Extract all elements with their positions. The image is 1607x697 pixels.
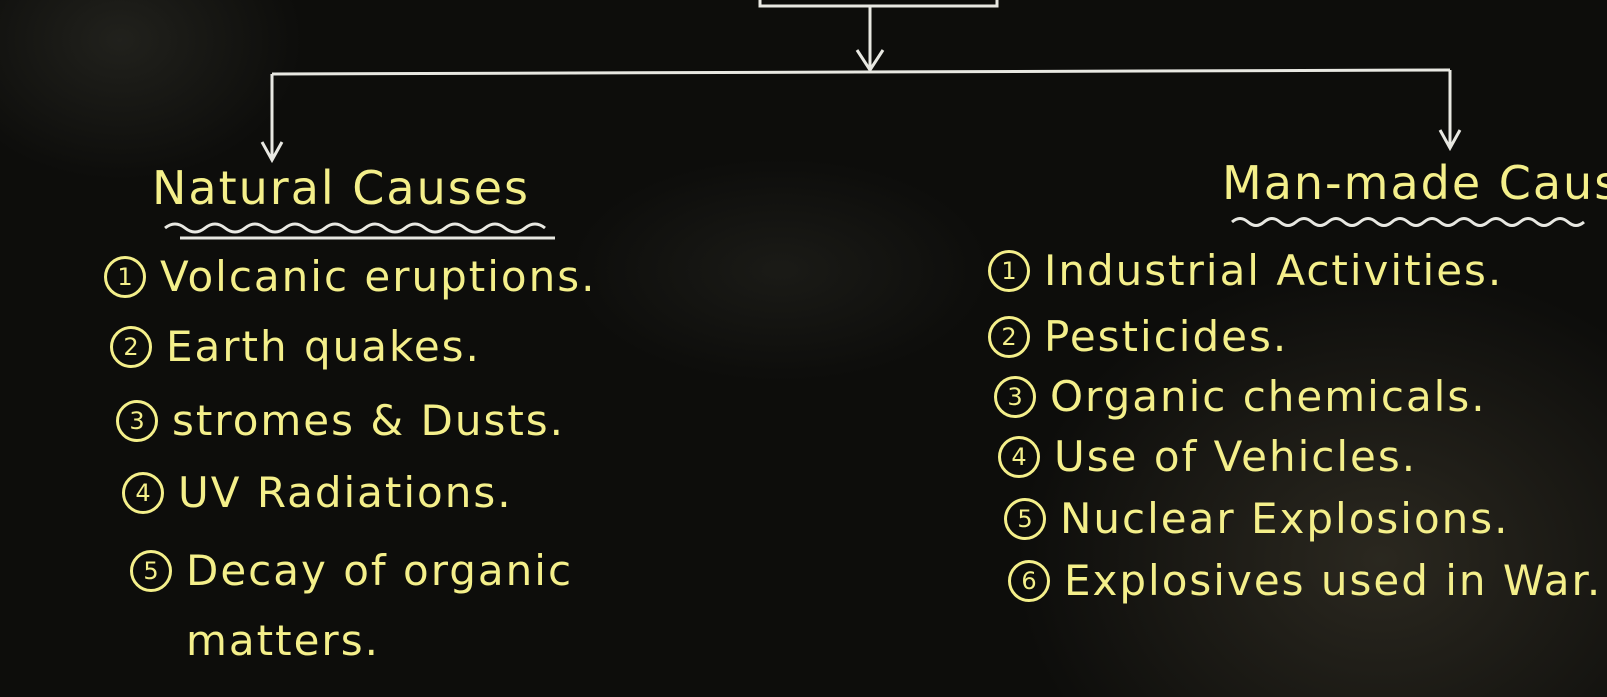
item-number-badge: 2 <box>110 326 152 368</box>
item-number-badge: 5 <box>1004 498 1046 540</box>
item-number-badge: 4 <box>122 472 164 514</box>
item-number-badge: 2 <box>988 316 1030 358</box>
natural-arrowhead <box>260 141 284 164</box>
item-text: Pesticides. <box>1044 312 1289 361</box>
item-text: Volcanic eruptions. <box>160 252 597 301</box>
item-text: UV Radiations. <box>178 468 513 517</box>
list-item: 1 Volcanic eruptions. <box>104 252 640 302</box>
item-number-badge: 6 <box>1008 560 1050 602</box>
list-item: 5 Decay of organic matters. <box>130 546 606 676</box>
list-item: 4 UV Radiations. <box>122 468 658 518</box>
item-text: Decay of organic matters. <box>186 546 574 665</box>
natural-causes-heading: Natural Causes <box>152 161 530 215</box>
item-text: Earth quakes. <box>166 322 481 371</box>
parent-arrowhead <box>855 49 885 73</box>
manmade-causes-heading: Man-made Cause <box>1222 156 1607 210</box>
list-item: 2 Earth quakes. <box>110 322 646 372</box>
branch-line <box>271 68 1451 76</box>
list-item: 3 Organic chemicals. <box>994 372 1607 422</box>
list-item: 4 Use of Vehicles. <box>998 432 1607 482</box>
item-number-badge: 1 <box>988 250 1030 292</box>
item-number-badge: 4 <box>998 436 1040 478</box>
manmade-arrowhead <box>1438 129 1462 152</box>
list-item: 5 Nuclear Explosions. <box>1004 494 1607 544</box>
item-text: Organic chemicals. <box>1050 372 1487 421</box>
item-text: Explosives used in War. <box>1064 556 1603 605</box>
list-item: 2 Pesticides. <box>988 312 1604 362</box>
manmade-heading-underline <box>1231 217 1585 227</box>
item-number-badge: 3 <box>116 400 158 442</box>
item-text: Nuclear Explosions. <box>1060 494 1510 543</box>
item-text: Industrial Activities. <box>1044 246 1504 295</box>
list-item: 6 Explosives used in War. <box>1008 556 1607 606</box>
parent-box-edge <box>758 0 999 8</box>
item-number-badge: 3 <box>994 376 1036 418</box>
list-item: 1 Industrial Activities. <box>988 246 1604 296</box>
item-number-badge: 5 <box>130 550 172 592</box>
item-number-badge: 1 <box>104 256 146 298</box>
item-text: Use of Vehicles. <box>1054 432 1418 481</box>
item-text: stromes & Dusts. <box>172 396 566 445</box>
natural-heading-underline <box>164 222 546 234</box>
list-item: 3 stromes & Dusts. <box>116 396 652 446</box>
